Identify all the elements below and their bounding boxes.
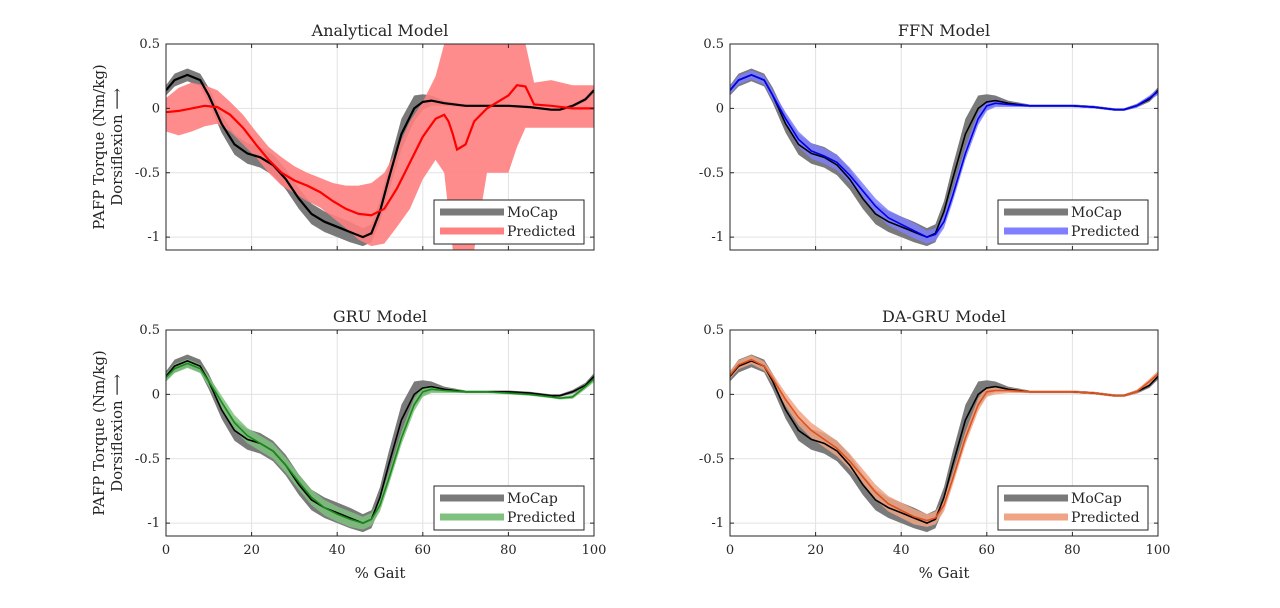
y-tick-label: 0.5 <box>703 323 724 338</box>
legend-label-mocap: MoCap <box>507 491 558 507</box>
y-tick-label: -0.5 <box>135 166 160 181</box>
x-tick-label: 80 <box>500 543 517 558</box>
y-axis-label: PAFP Torque (Nm/kg) <box>90 350 108 516</box>
y-tick-label: 0 <box>152 387 160 402</box>
legend-box <box>433 199 585 245</box>
panel-0: 0.5 0 -0.5 -1 Analytical Model PAFP Torque (N… <box>90 21 595 251</box>
y-axis-label-direction: Dorsiflexion ⟶ <box>108 88 126 206</box>
y-tick-label: -0.5 <box>135 452 160 467</box>
mocap-mean-line <box>166 73 594 239</box>
y-tick-label: 0 <box>716 387 724 402</box>
axes-box <box>729 43 1159 251</box>
panel-1: 0.5 0 -0.5 -1 FFN Model MoCap Predicted <box>699 21 1159 251</box>
y-axis-label-direction: Dorsiflexion ⟶ <box>108 374 126 492</box>
predicted-band <box>166 359 594 530</box>
legend-box <box>433 485 585 531</box>
x-tick-label: 20 <box>243 543 260 558</box>
x-axis-label: % Gait <box>919 564 970 582</box>
legend-box <box>997 485 1149 531</box>
y-tick-label: 0.5 <box>703 37 724 52</box>
legend: MoCap Predicted <box>433 485 585 531</box>
y-tick-label: -0.5 <box>699 452 724 467</box>
chart-title: Analytical Model <box>311 21 449 40</box>
predicted-mean-line <box>166 84 594 217</box>
y-tick-label: -0.5 <box>699 166 724 181</box>
x-tick-label: 100 <box>1146 543 1171 558</box>
legend-label-predicted: Predicted <box>507 224 576 240</box>
legend-box <box>997 199 1149 245</box>
axes-box <box>729 329 1159 537</box>
predicted-band <box>166 44 594 250</box>
y-tick-label: 0 <box>716 101 724 116</box>
x-tick-label: 100 <box>582 543 607 558</box>
y-tick-label: 0 <box>152 101 160 116</box>
chart-title: DA-GRU Model <box>882 307 1006 326</box>
y-tick-label: -1 <box>147 230 160 245</box>
predicted-mean-line <box>730 74 1158 238</box>
axes-box <box>165 329 595 537</box>
legend: MoCap Predicted <box>997 485 1149 531</box>
x-tick-label: 0 <box>726 543 734 558</box>
legend-label-predicted: Predicted <box>1071 510 1140 526</box>
chart-title: FFN Model <box>898 21 990 40</box>
predicted-mean-line <box>166 362 594 524</box>
x-tick-label: 0 <box>162 543 170 558</box>
y-tick-label: 0.5 <box>139 37 160 52</box>
chart-title: GRU Model <box>333 307 427 326</box>
x-tick-label: 40 <box>329 543 346 558</box>
x-tick-label: 60 <box>979 543 996 558</box>
legend: MoCap Predicted <box>997 199 1149 245</box>
plot-area <box>166 354 594 533</box>
plot-area <box>730 354 1158 533</box>
legend-label-mocap: MoCap <box>1071 205 1122 221</box>
legend-label-predicted: Predicted <box>1071 224 1140 240</box>
x-axis-label: % Gait <box>355 564 406 582</box>
panel-3: 0 20 40 60 80 100 0.5 0 -0.5 -1 DA-GRU Model % Gait… <box>699 307 1170 582</box>
legend-label-mocap: MoCap <box>507 205 558 221</box>
y-tick-label: 0.5 <box>139 323 160 338</box>
predicted-mean-line <box>730 358 1158 522</box>
axes-box <box>165 43 595 251</box>
x-tick-label: 80 <box>1064 543 1081 558</box>
plot-area <box>166 44 594 250</box>
legend: MoCap Predicted <box>433 199 585 245</box>
legend-label-mocap: MoCap <box>1071 491 1122 507</box>
y-tick-label: -1 <box>711 230 724 245</box>
predicted-band <box>730 70 1158 244</box>
panel-2: 0 20 40 60 80 100 0.5 0 -0.5 -1 GRU Model % Gait PAF… <box>90 307 606 582</box>
plot-area <box>730 68 1158 247</box>
x-tick-label: 20 <box>807 543 824 558</box>
y-tick-label: -1 <box>711 516 724 531</box>
y-tick-label: -1 <box>147 516 160 531</box>
y-axis-label: PAFP Torque (Nm/kg) <box>90 64 108 230</box>
legend-label-predicted: Predicted <box>507 510 576 526</box>
x-tick-label: 40 <box>893 543 910 558</box>
x-tick-label: 60 <box>415 543 432 558</box>
